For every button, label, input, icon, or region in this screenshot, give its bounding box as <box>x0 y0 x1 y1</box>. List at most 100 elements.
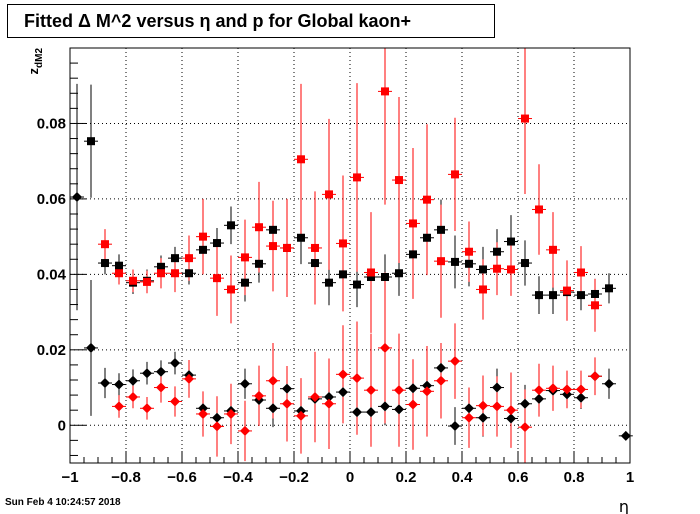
data-point-diamond <box>142 403 152 414</box>
data-point-square <box>283 243 291 252</box>
chart-title-box: Fitted Δ M^2 versus η and p for Global k… <box>7 4 495 38</box>
data-point-square <box>493 264 501 273</box>
data-point-diamond <box>520 398 530 409</box>
data-point-square <box>465 247 473 256</box>
data-point-square <box>367 273 375 282</box>
data-point-square <box>311 243 319 252</box>
data-point-diamond <box>296 410 306 421</box>
data-point-diamond <box>576 392 586 403</box>
data-point-square <box>437 225 445 234</box>
data-point-square <box>325 278 333 287</box>
data-point-square <box>507 265 515 274</box>
data-point-diamond <box>352 407 362 418</box>
data-point-diamond <box>240 378 250 389</box>
timestamp: Sun Feb 4 10:24:57 2018 <box>5 497 121 508</box>
data-point-diamond <box>576 384 586 395</box>
data-point-square <box>535 291 543 300</box>
data-point-diamond <box>478 400 488 411</box>
data-point-diamond <box>590 371 600 382</box>
data-point-square <box>213 239 221 248</box>
data-point-square <box>115 261 123 270</box>
data-point-diamond <box>408 383 418 394</box>
data-point-diamond <box>212 421 222 432</box>
data-layer <box>70 48 633 463</box>
data-point-diamond <box>268 375 278 386</box>
data-point-square <box>507 237 515 246</box>
data-point-square <box>325 190 333 199</box>
data-point-square <box>199 245 207 254</box>
data-point-square <box>269 225 277 234</box>
x-tick-label: 0.2 <box>396 469 417 486</box>
data-point-diamond <box>408 399 418 410</box>
data-point-square <box>227 221 235 230</box>
data-point-diamond <box>520 422 530 433</box>
data-point-square <box>381 87 389 96</box>
data-point-diamond <box>436 375 446 386</box>
data-point-square <box>339 239 347 248</box>
data-point-diamond <box>170 358 180 369</box>
data-point-square <box>409 250 417 259</box>
data-point-square <box>157 269 165 278</box>
y-tick-label: 0.06 <box>37 191 66 208</box>
data-point-diamond <box>338 369 348 380</box>
data-point-square <box>227 285 235 294</box>
data-point-square <box>171 254 179 263</box>
data-point-diamond <box>422 386 432 397</box>
data-point-diamond <box>548 383 558 394</box>
data-point-diamond <box>394 404 404 415</box>
y-tick-label: 0.02 <box>37 342 66 359</box>
data-point-square <box>171 269 179 278</box>
data-point-square <box>521 114 529 123</box>
data-point-square <box>353 280 361 289</box>
data-point-diamond <box>464 412 474 423</box>
y-axis-label: zdM2 <box>26 48 45 75</box>
data-point-diamond <box>240 425 250 436</box>
data-point-square <box>297 155 305 164</box>
data-point-square <box>479 265 487 274</box>
data-point-diamond <box>366 407 376 418</box>
data-point-diamond <box>534 385 544 396</box>
x-tick-label: −0.4 <box>223 469 253 486</box>
y-tick-label: 0.04 <box>37 266 67 283</box>
x-tick-label: 1 <box>626 469 634 486</box>
data-point-diamond <box>620 430 631 441</box>
data-point-diamond <box>128 391 138 402</box>
data-point-square <box>549 245 557 254</box>
x-tick-label: −0.6 <box>167 469 197 486</box>
data-point-diamond <box>366 385 376 396</box>
data-point-diamond <box>198 403 208 414</box>
data-point-square <box>199 232 207 241</box>
data-point-square <box>129 276 137 285</box>
data-point-diamond <box>338 387 348 398</box>
data-point-diamond <box>478 412 488 423</box>
data-point-diamond <box>86 342 96 353</box>
x-tick-label: 0.6 <box>508 469 529 486</box>
data-point-diamond <box>506 405 516 416</box>
data-point-square <box>87 137 95 146</box>
data-point-diamond <box>198 408 208 419</box>
data-point-diamond <box>450 421 460 432</box>
data-point-diamond <box>184 373 194 384</box>
data-point-diamond <box>254 390 264 401</box>
data-point-square <box>395 176 403 185</box>
data-point-square <box>591 301 599 310</box>
data-point-square <box>185 254 193 263</box>
data-point-square <box>549 291 557 300</box>
data-point-diamond <box>380 342 390 353</box>
data-point-diamond <box>492 382 502 393</box>
data-point-square <box>479 285 487 294</box>
data-point-diamond <box>156 366 166 377</box>
data-point-square <box>423 233 431 242</box>
data-point-square <box>451 257 459 266</box>
data-point-diamond <box>72 192 82 203</box>
data-point-diamond <box>324 398 334 409</box>
data-point-diamond <box>422 380 432 391</box>
data-point-square <box>395 269 403 278</box>
data-point-diamond <box>282 398 292 409</box>
axes: −1 −0.8 −0.6 −0.4 −0.2 0 0.2 0.4 0.6 0.8 1 0 0.02 0.0… <box>26 47 634 514</box>
data-point-square <box>563 286 571 295</box>
data-point-diamond <box>450 356 460 367</box>
data-point-diamond <box>324 391 334 402</box>
x-axis-label: η <box>619 497 629 514</box>
data-point-square <box>535 205 543 214</box>
